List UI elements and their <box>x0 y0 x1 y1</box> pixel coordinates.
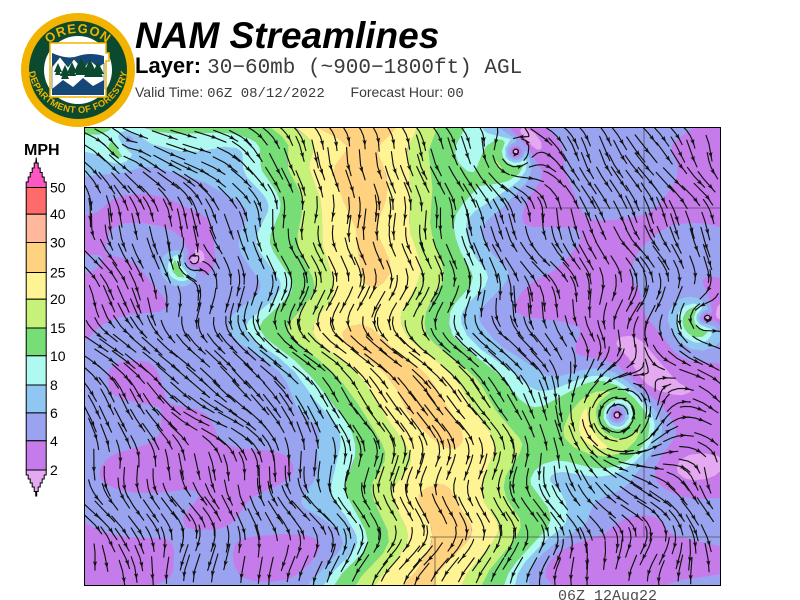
svg-text:MPH: MPH <box>24 142 60 159</box>
svg-text:4: 4 <box>50 433 58 449</box>
svg-text:6: 6 <box>50 405 58 421</box>
svg-text:30: 30 <box>50 235 66 251</box>
svg-text:15: 15 <box>50 320 66 336</box>
svg-text:10: 10 <box>50 348 66 364</box>
svg-text:2: 2 <box>50 462 58 478</box>
svg-text:40: 40 <box>50 206 66 222</box>
svg-text:50: 50 <box>50 180 66 196</box>
svg-text:8: 8 <box>50 377 58 393</box>
svg-text:25: 25 <box>50 265 66 281</box>
svg-text:20: 20 <box>50 291 66 307</box>
